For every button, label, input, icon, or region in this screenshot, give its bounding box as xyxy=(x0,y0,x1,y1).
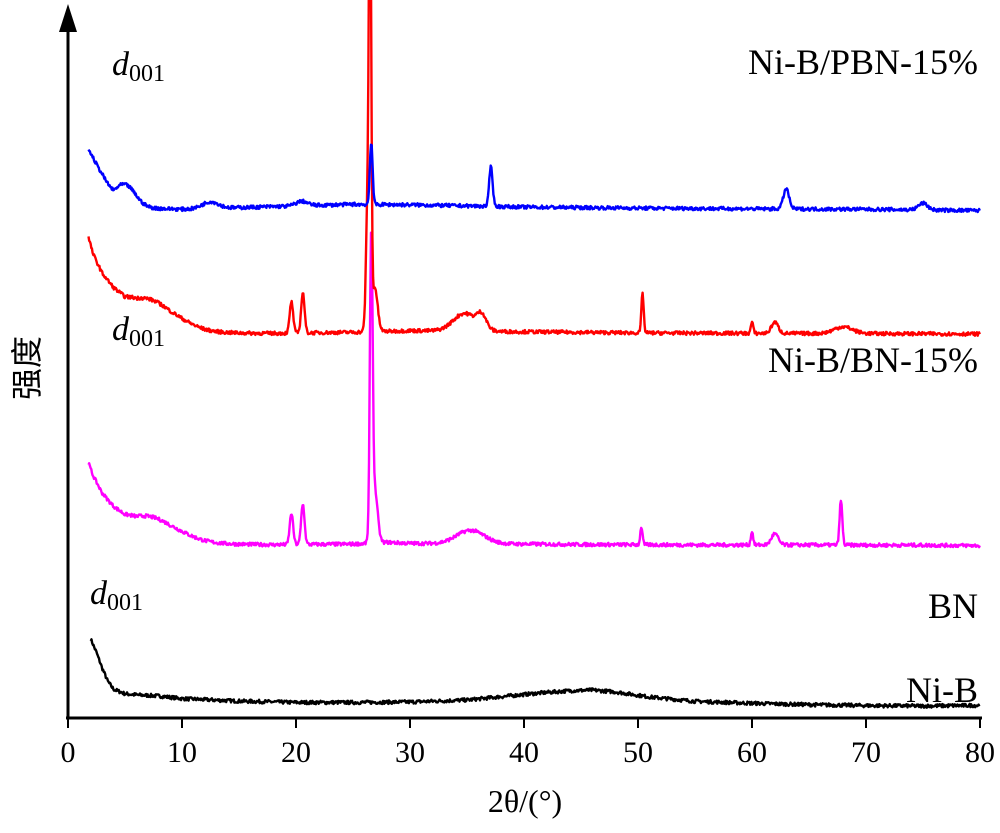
d001-annotation: d001 xyxy=(112,311,165,352)
x-tick-label: 20 xyxy=(281,736,311,769)
x-axis-title: 2θ/(°) xyxy=(488,783,562,819)
series-label: Ni-B xyxy=(906,670,978,710)
x-tick-label: 60 xyxy=(737,736,767,769)
x-tick-label: 80 xyxy=(965,736,995,769)
d001-annotation: d001 xyxy=(112,46,165,87)
series-line-bn xyxy=(87,231,981,549)
x-tick-label: 30 xyxy=(395,736,425,769)
series-line-ni-b-bn-15- xyxy=(87,0,981,337)
y-axis-arrow xyxy=(59,4,77,32)
x-tick-label: 70 xyxy=(851,736,881,769)
series-line-ni-b xyxy=(89,638,981,709)
x-tick-label: 0 xyxy=(61,736,76,769)
series-label: BN xyxy=(928,586,978,626)
d001-annotation: d001 xyxy=(90,575,143,616)
label-layer: Ni-B BN d001 Ni-B/BN-15% d001 Ni-B/PBN-15% d00… xyxy=(90,42,978,710)
series-label: Ni-B/BN-15% xyxy=(768,340,978,380)
x-tick-label: 10 xyxy=(167,736,197,769)
x-ticks: 0 10 20 30 40 50 60 70 80 xyxy=(61,718,995,769)
x-tick-label: 50 xyxy=(623,736,653,769)
y-axis-title: 强度 xyxy=(9,336,45,400)
series-line-ni-b-pbn-15- xyxy=(87,143,981,214)
series-label: Ni-B/PBN-15% xyxy=(748,42,978,82)
x-tick-label: 40 xyxy=(509,736,539,769)
series-layer xyxy=(87,0,981,709)
